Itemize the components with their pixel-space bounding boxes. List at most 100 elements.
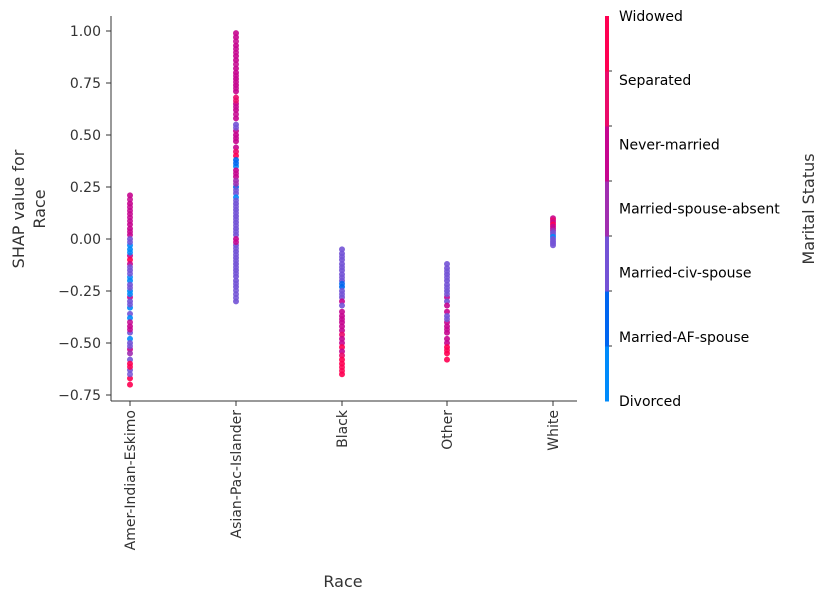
data-point <box>127 196 133 203</box>
y-tick-label: 0.50 <box>70 128 101 144</box>
data-point <box>339 356 345 363</box>
data-point <box>233 57 239 64</box>
data-point <box>339 253 345 260</box>
data-point <box>127 326 133 333</box>
data-point <box>339 344 345 351</box>
data-point <box>233 257 239 264</box>
data-point <box>233 144 239 151</box>
data-point <box>233 115 239 122</box>
data-point <box>127 264 133 271</box>
x-axis-label: Race <box>323 572 362 591</box>
data-point <box>233 251 239 258</box>
data-point <box>444 326 450 333</box>
data-point <box>339 298 345 305</box>
data-point <box>233 160 239 167</box>
data-point <box>127 204 133 211</box>
y-tick-label: 1.00 <box>70 24 101 40</box>
data-point <box>127 192 133 199</box>
data-point <box>233 197 239 204</box>
colorbar-label: Never-married <box>619 137 720 153</box>
colorbar-label: Married-spouse-absent <box>619 202 780 218</box>
data-point <box>127 249 133 256</box>
x-tick-label: White <box>546 410 562 451</box>
data-point <box>444 335 450 342</box>
data-point <box>339 274 345 281</box>
data-point <box>339 323 345 330</box>
data-point <box>233 187 239 194</box>
data-point <box>233 203 239 210</box>
data-point <box>127 356 133 363</box>
data-point <box>444 356 450 363</box>
data-point <box>339 364 345 371</box>
data-point <box>444 298 450 305</box>
x-tick-label: Other <box>440 410 456 450</box>
data-point <box>444 340 450 346</box>
data-point <box>233 148 239 155</box>
data-point <box>233 78 239 85</box>
data-point <box>339 327 345 334</box>
data-point <box>233 280 239 287</box>
data-point <box>339 264 345 271</box>
colorbar-segment <box>605 16 609 72</box>
y-tick-label: 0.00 <box>70 232 101 248</box>
data-point <box>233 103 239 110</box>
data-point <box>444 268 450 275</box>
colorbar-title: Marital Status <box>799 153 818 264</box>
colorbar-segment <box>605 181 609 237</box>
x-tick-label: Black <box>335 409 351 448</box>
data-point <box>444 316 450 323</box>
colorbar-label: Divorced <box>619 394 681 410</box>
colorbar-segment <box>605 236 609 292</box>
data-point <box>233 85 239 92</box>
data-point <box>127 310 133 317</box>
data-point <box>339 280 345 287</box>
y-tick-label: 0.75 <box>70 76 101 92</box>
y-tick-label: 0.25 <box>70 180 101 196</box>
data-point <box>339 302 345 309</box>
data-point <box>444 274 450 281</box>
y-tick-label: −0.50 <box>58 336 101 352</box>
data-point <box>233 239 239 246</box>
y-ticks: 1.00 0.75 0.50 0.25 0.00 −0.25 −0.50 −0.75 <box>58 24 111 404</box>
data-point <box>127 375 133 382</box>
data-point <box>127 315 133 322</box>
data-point <box>233 222 239 229</box>
data-point <box>127 319 133 326</box>
x-ticks: Amer-Indian-Eskimo Asian-Pac-Islander Blac… <box>123 401 562 550</box>
y-tick-label: −0.25 <box>58 284 101 300</box>
data-point <box>550 242 556 249</box>
colorbar: Divorced Married-AF-spouse Married-civ-spo… <box>605 9 780 410</box>
data-point <box>339 348 345 355</box>
data-point <box>339 335 345 342</box>
data-point <box>127 256 133 263</box>
x-tick-label: Asian-Pac-Islander <box>229 410 245 539</box>
colorbar-label: Married-AF-spouse <box>619 330 749 346</box>
data-point <box>127 363 133 370</box>
data-point <box>233 152 239 159</box>
data-point <box>444 347 450 354</box>
data-point <box>233 216 239 223</box>
y-axis-label-line1: SHAP value for <box>9 149 28 268</box>
colorbar-segment <box>605 346 609 402</box>
data-point <box>233 111 239 118</box>
data-point <box>233 30 239 37</box>
data-point <box>233 34 239 41</box>
data-point <box>127 350 133 357</box>
data-point <box>444 260 450 267</box>
data-point <box>127 239 133 246</box>
data-point <box>127 284 133 291</box>
data-point <box>233 170 239 177</box>
data-point <box>233 124 239 131</box>
data-point <box>444 291 450 298</box>
y-axis-label-line2: Race <box>30 189 49 228</box>
data-point <box>127 335 133 342</box>
points-layer <box>127 30 556 388</box>
colorbar-label: Widowed <box>619 9 683 25</box>
colorbar-segment <box>605 291 609 347</box>
data-point <box>233 61 239 68</box>
data-point <box>233 210 239 216</box>
data-point <box>233 270 239 277</box>
data-point <box>233 245 239 252</box>
colorbar-segment <box>605 126 609 182</box>
